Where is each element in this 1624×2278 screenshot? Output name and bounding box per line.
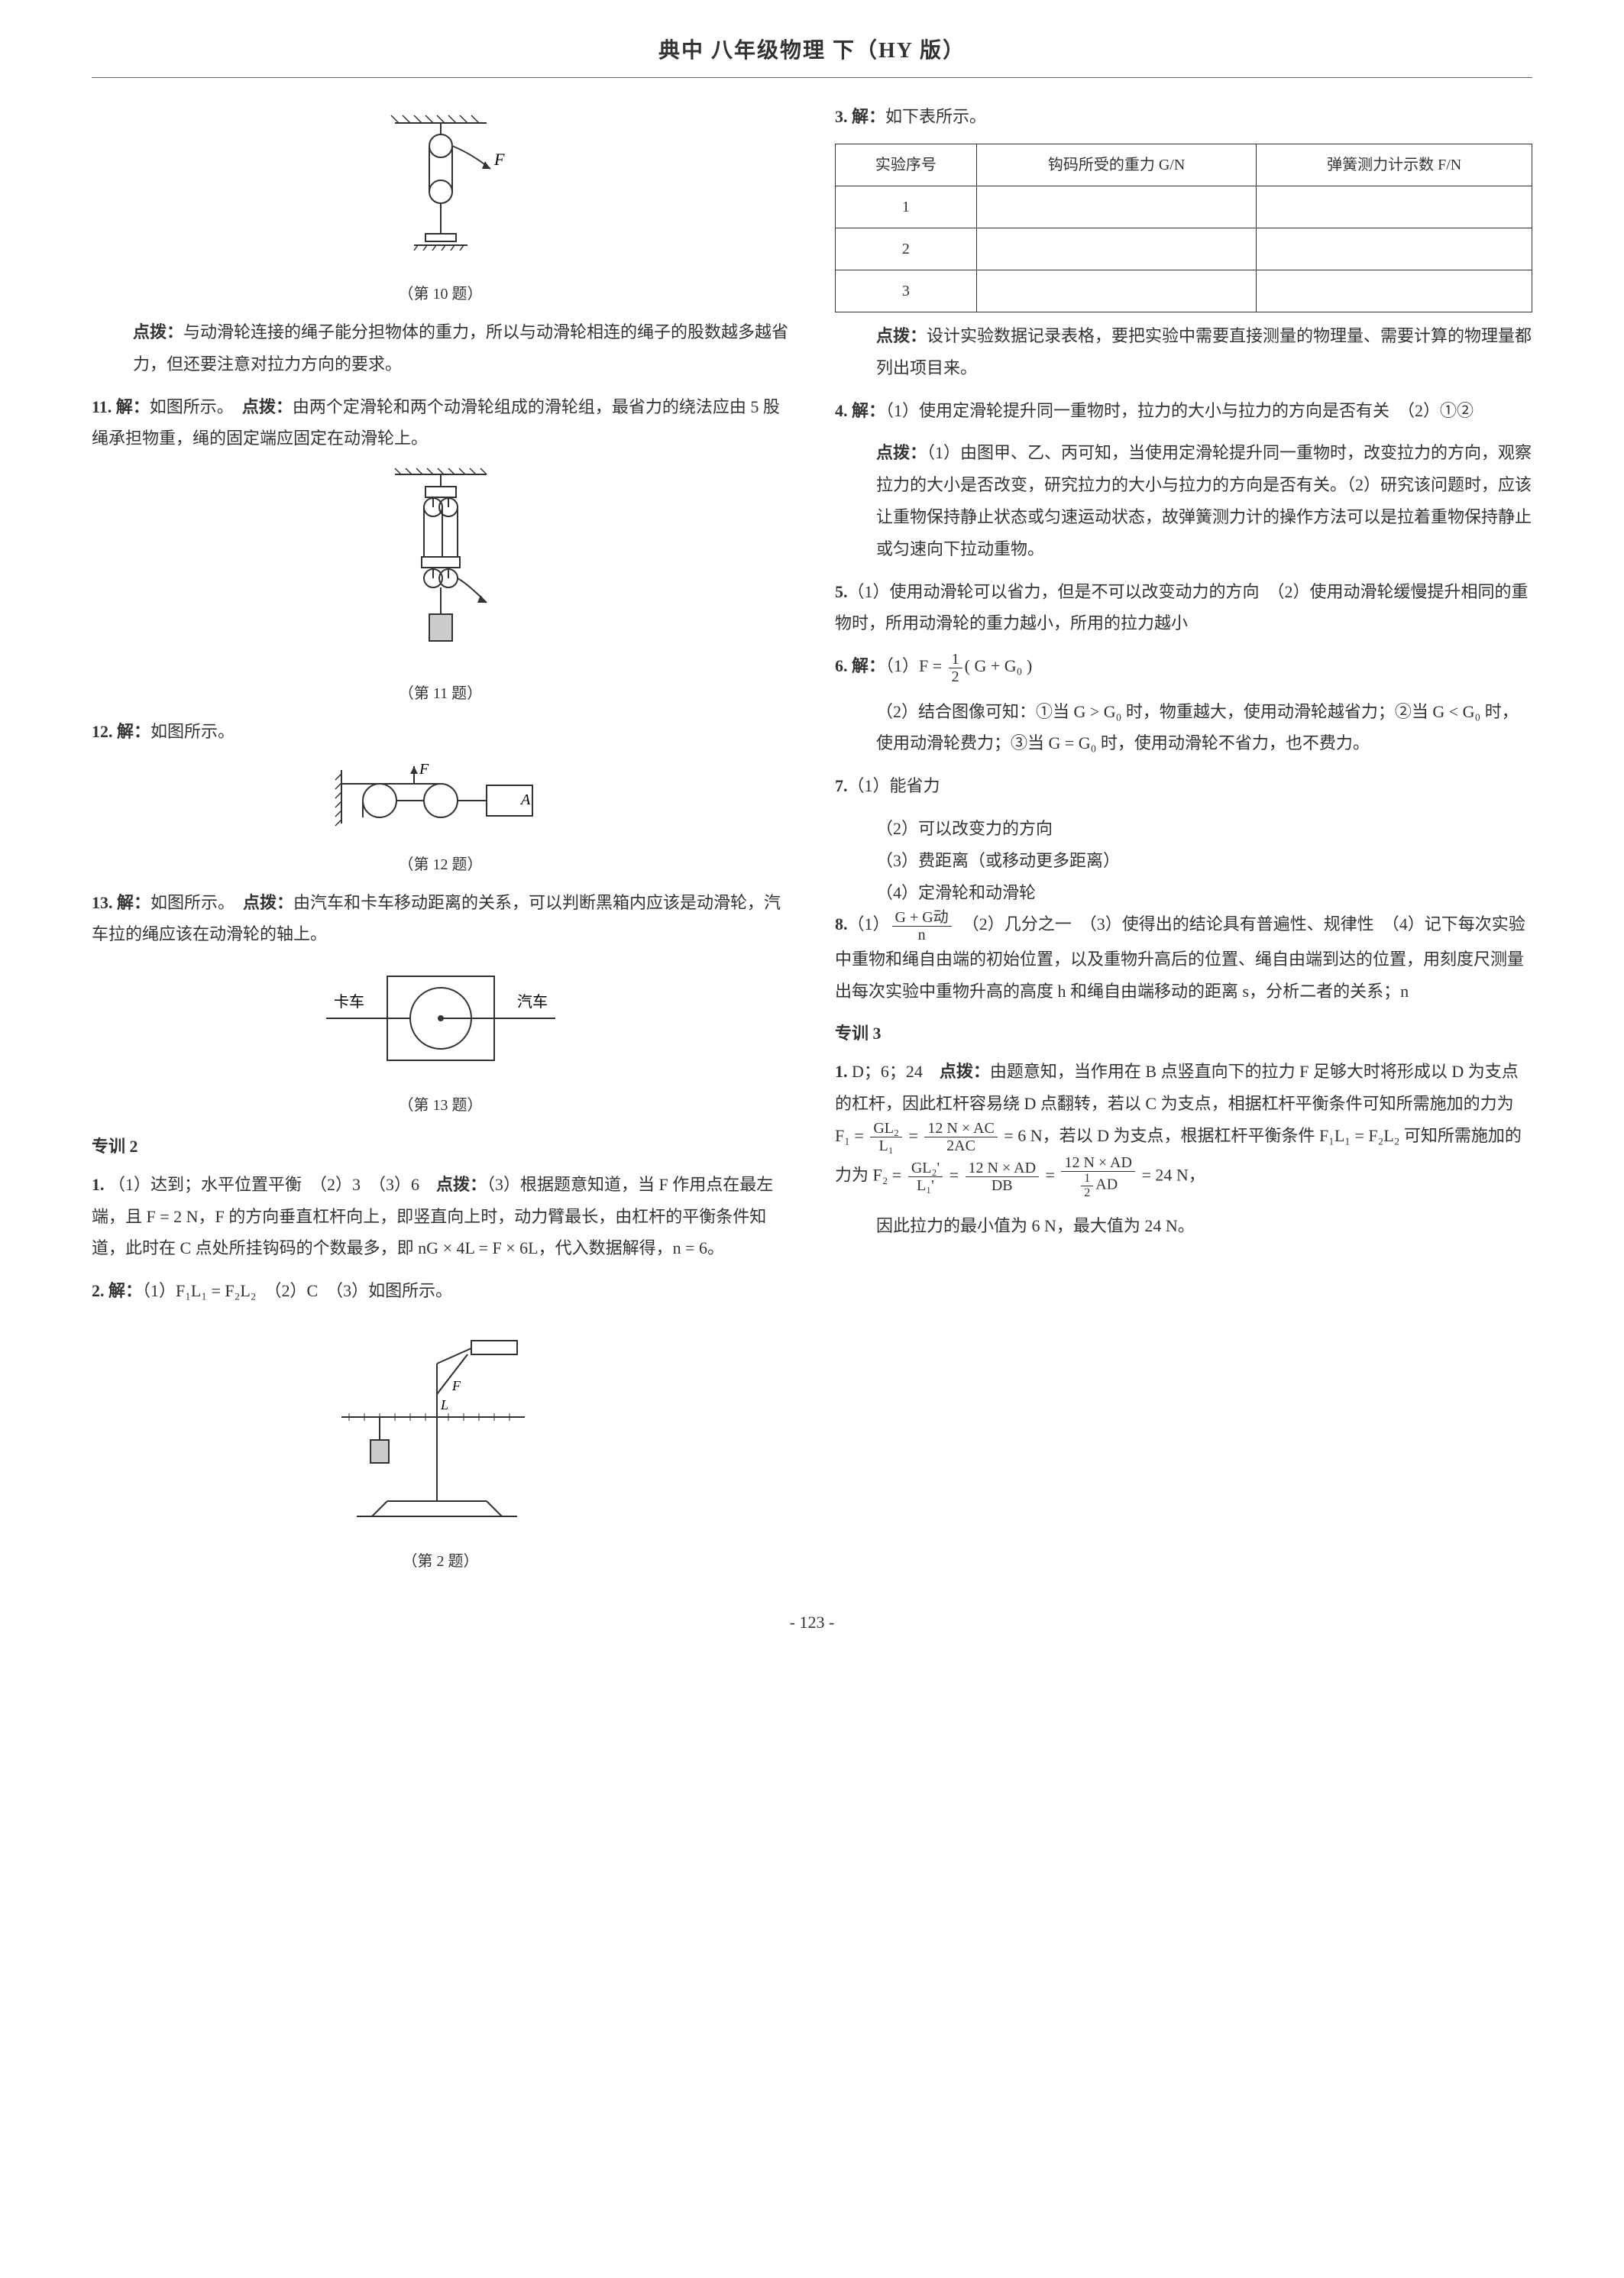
svg-text:F: F [419,761,429,778]
q4: 4. 解：（1）使用定滑轮提升同一重物时，拉力的大小与拉力的方向是否有关 （2）… [835,395,1532,427]
q6-p1a: （1）F = [885,656,946,675]
label-truck: 卡车 [334,993,364,1011]
hint-label: 点拨： [876,443,927,462]
q3-table: 实验序号 钩码所受的重力 G/N 弹簧测力计示数 F/N 1 2 3 [835,144,1532,312]
figure-q13: 卡车 汽车 [92,961,789,1086]
page-header: 典中 八年级物理 下（HY 版） [92,31,1532,78]
figure-q11-caption: （第 11 题） [92,679,789,708]
figure-q11 [92,465,789,675]
hint-label: 点拨： [436,1175,487,1194]
q3-num: 3. 解： [835,107,885,126]
q11-num: 11. 解： [92,397,150,416]
label-car: 汽车 [517,993,548,1011]
q11: 11. 解：如图所示。 点拨：由两个定滑轮和两个动滑轮组成的滑轮组，最省力的绕法… [92,391,789,455]
figure-q10-caption: （第 10 题） [92,280,789,309]
table-row: 1 [836,186,1532,228]
q3-hint: 点拨：设计实验数据记录表格，要把实验中需要直接测量的物理量、需要计算的物理量都列… [835,320,1532,384]
figure-s2-q2: F L [92,1318,789,1542]
q4-hint: 点拨：（1）由图甲、乙、丙可知，当使用定滑轮提升同一重物时，改变拉力的方向，观察… [835,437,1532,565]
section-2-title: 专训 2 [92,1131,789,1163]
hint-label: 点拨： [242,397,293,416]
q3: 3. 解：如下表所示。 [835,101,1532,133]
q7-l2: （2）可以改变力的方向 [835,813,1532,845]
q7-l3: （3）费距离（或移动更多距离） [835,845,1532,877]
q13-num: 13. 解： [92,893,150,912]
s3-q1-last: 因此拉力的最小值为 6 N，最大值为 24 N。 [835,1210,1532,1242]
q6: 6. 解：（1）F = 12( G + G₀ ) [835,650,1532,684]
q7-num: 7. [835,776,848,795]
figure-q12: F A [92,759,789,846]
figure-s2-q2-caption: （第 2 题） [92,1547,789,1576]
figure-q13-caption: （第 13 题） [92,1091,789,1120]
s2-q1-body: （1）达到；水平位置平衡 （2）3 （3）6 [108,1175,436,1194]
q3-body: 如下表所示。 [885,107,986,126]
two-column-layout: F （第 10 题） 点拨：与动滑轮连接的绳子能分担物体的重力，所以与动滑轮相连… [92,101,1532,1584]
q5-num: 5. [835,582,848,601]
q6-num: 6. 解： [835,656,885,675]
q7-l4: （4）定滑轮和动滑轮 [835,877,1532,909]
hint-label: 点拨： [243,893,293,912]
right-column: 3. 解：如下表所示。 实验序号 钩码所受的重力 G/N 弹簧测力计示数 F/N… [835,101,1532,1584]
hint-label: 点拨： [133,322,183,341]
table-row: 2 [836,228,1532,270]
table-header: 钩码所受的重力 G/N [976,144,1257,186]
q5-body: （1）使用动滑轮可以省力，但是不可以改变动力的方向 （2）使用动滑轮缓慢提升相同… [835,582,1529,633]
hint-label: 点拨： [876,326,927,345]
s2-q1: 1. （1）达到；水平位置平衡 （2）3 （3）6 点拨：（3）根据题意知道，当… [92,1169,789,1264]
svg-text:F: F [493,150,505,169]
hint-text: 与动滑轮连接的绳子能分担物体的重力，所以与动滑轮相连的绳子的股数越多越省力，但还… [133,322,788,374]
q4-body: （1）使用定滑轮提升同一重物时，拉力的大小与拉力的方向是否有关 （2）①② [885,401,1474,420]
figure-q12-caption: （第 12 题） [92,850,789,879]
section-3-title: 专训 3 [835,1018,1532,1050]
q5: 5.（1）使用动滑轮可以省力，但是不可以改变动力的方向 （2）使用动滑轮缓慢提升… [835,576,1532,640]
q11-body: 如图所示。 [150,397,242,416]
left-column: F （第 10 题） 点拨：与动滑轮连接的绳子能分担物体的重力，所以与动滑轮相连… [92,101,789,1584]
q4-hint-text: （1）由图甲、乙、丙可知，当使用定滑轮提升同一重物时，改变拉力的方向，观察拉力的… [876,443,1532,558]
svg-text:L: L [440,1397,448,1412]
q4-num: 4. 解： [835,401,885,420]
s2-q1-num: 1. [92,1175,105,1194]
q12-num: 12. 解： [92,722,150,741]
q6-p1b: ( G + G₀ ) [965,656,1033,675]
s3-q1-pre: D；6；24 [852,1062,940,1081]
table-row: 3 [836,270,1532,312]
s2-q2-body: （1）F₁L₁ = F₂L₂ （2）C （3）如图所示。 [142,1281,452,1300]
s2-q2-num: 2. 解： [92,1281,142,1300]
q13-body: 如图所示。 [150,893,243,912]
q12: 12. 解：如图所示。 [92,716,789,748]
svg-text:A: A [519,791,531,808]
q8-num: 8. [835,914,848,934]
q7: 7.（1）能省力 [835,770,1532,802]
s3-q1-num: 1. [835,1062,848,1081]
table-header: 实验序号 [836,144,977,186]
svg-text:F: F [451,1378,461,1393]
q6-p2: （2）结合图像可知：①当 G > G₀ 时，物重越大，使用动滑轮越省力；②当 G… [835,696,1532,760]
q13: 13. 解：如图所示。 点拨：由汽车和卡车移动距离的关系，可以判断黑箱内应该是动… [92,887,789,951]
q10-hint: 点拨：与动滑轮连接的绳子能分担物体的重力，所以与动滑轮相连的绳子的股数越多越省力… [92,316,789,380]
q7-l1: （1）能省力 [848,776,940,795]
s3-q1: 1. D；6；24 点拨：由题意知，当作用在 B 点竖直向下的拉力 F 足够大时… [835,1056,1532,1199]
q8: 8.（1）G + G动n （2）几分之一 （3）使得出的结论具有普遍性、规律性 … [835,908,1532,1007]
figure-q10: F [92,112,789,275]
s2-q2: 2. 解：（1）F₁L₁ = F₂L₂ （2）C （3）如图所示。 [92,1275,789,1307]
hint-label: 点拨： [940,1062,990,1081]
page-number: - 123 - [92,1607,1532,1639]
table-header: 弹簧测力计示数 F/N [1257,144,1532,186]
q3-hint-text: 设计实验数据记录表格，要把实验中需要直接测量的物理量、需要计算的物理量都列出项目… [876,326,1532,377]
q12-body: 如图所示。 [150,722,235,741]
